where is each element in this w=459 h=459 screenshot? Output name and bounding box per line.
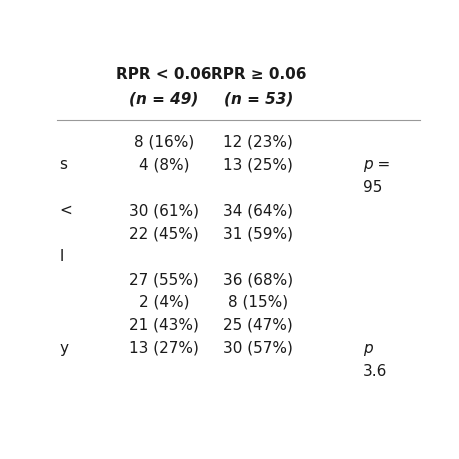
Text: (n = 49): (n = 49) (129, 92, 199, 107)
Text: l: l (59, 249, 63, 264)
Text: 13 (27%): 13 (27%) (129, 341, 199, 356)
Text: 22 (45%): 22 (45%) (129, 226, 199, 241)
Text: p: p (364, 341, 373, 356)
Text: 2 (4%): 2 (4%) (139, 295, 190, 310)
Text: 21 (43%): 21 (43%) (129, 318, 199, 333)
Text: 30 (61%): 30 (61%) (129, 203, 199, 218)
Text: 25 (47%): 25 (47%) (224, 318, 293, 333)
Text: p =: p = (364, 157, 391, 172)
Text: 3.6: 3.6 (364, 364, 388, 379)
Text: (n = 53): (n = 53) (224, 92, 293, 107)
Text: 34 (64%): 34 (64%) (224, 203, 293, 218)
Text: 8 (16%): 8 (16%) (134, 134, 194, 149)
Text: y: y (59, 341, 68, 356)
Text: <: < (59, 203, 72, 218)
Text: 8 (15%): 8 (15%) (228, 295, 288, 310)
Text: 36 (68%): 36 (68%) (223, 272, 293, 287)
Text: RPR < 0.06: RPR < 0.06 (116, 67, 212, 82)
Text: 95: 95 (364, 180, 383, 195)
Text: s: s (59, 157, 67, 172)
Text: 12 (23%): 12 (23%) (224, 134, 293, 149)
Text: 13 (25%): 13 (25%) (224, 157, 293, 172)
Text: RPR ≥ 0.06: RPR ≥ 0.06 (211, 67, 306, 82)
Text: 31 (59%): 31 (59%) (224, 226, 293, 241)
Text: 30 (57%): 30 (57%) (224, 341, 293, 356)
Text: 4 (8%): 4 (8%) (139, 157, 190, 172)
Text: 27 (55%): 27 (55%) (129, 272, 199, 287)
